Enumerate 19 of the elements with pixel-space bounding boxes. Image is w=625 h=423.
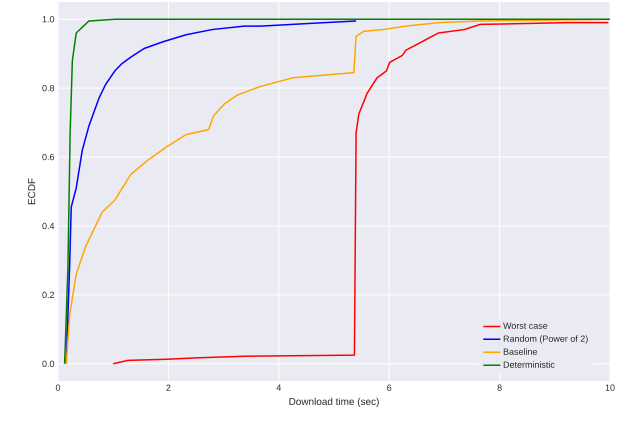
legend-label: Deterministic	[504, 361, 555, 368]
y-tick-label: 0.6	[42, 154, 54, 160]
legend-label: Baseline	[504, 348, 538, 355]
y-tick-label: 0.8	[42, 84, 54, 92]
legend-label: Worst case	[503, 322, 548, 329]
y-tick-label: 0.2	[42, 292, 54, 298]
x-tick-label: 4	[276, 384, 282, 391]
x-axis-title: Download time (sec)	[289, 398, 379, 407]
y-axis-title: ECDF	[28, 178, 36, 204]
y-tick-label: 0.4	[42, 222, 54, 230]
legend-label: Random (Power of 2)	[504, 335, 588, 344]
y-tick-label: 1.0	[42, 16, 54, 22]
x-tick-label: 0	[56, 384, 60, 391]
y-tick-label: 0.0	[42, 360, 54, 367]
x-tick-label: 10	[606, 384, 615, 391]
x-tick-label: 8	[498, 384, 502, 391]
line-series	[66, 20, 357, 365]
x-tick-label: 6	[387, 384, 392, 391]
x-tick-label: 2	[166, 384, 170, 391]
